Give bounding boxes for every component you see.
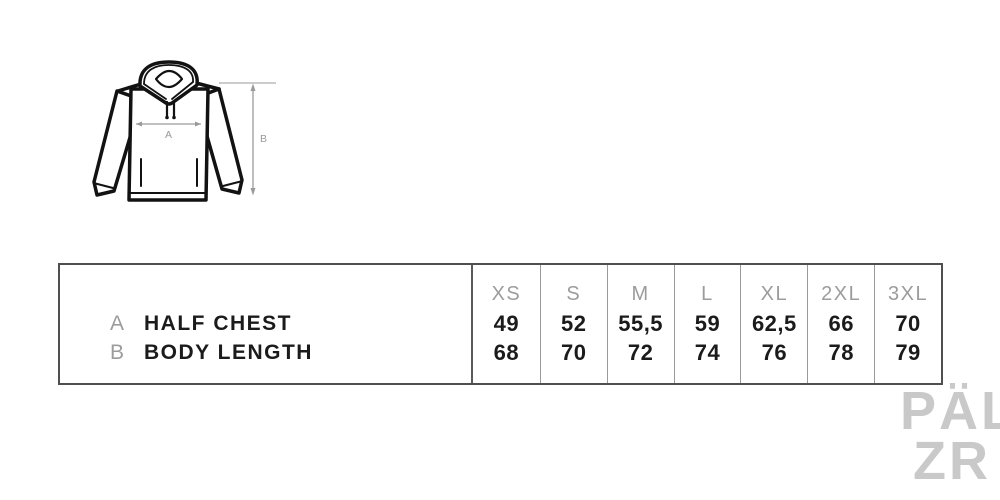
size-column-2xl: 2XL 66 78 xyxy=(807,265,874,383)
brand-watermark-line2: ZR xyxy=(913,431,991,491)
size-header-xl: XL xyxy=(760,283,789,305)
body-length-value-s: 70 xyxy=(561,340,587,365)
brand-watermark-line1: PÄL xyxy=(900,381,1000,441)
size-header-m: M xyxy=(631,283,650,305)
right-cuff-line xyxy=(222,180,242,187)
body-length-value-m: 72 xyxy=(627,340,654,365)
body-length-label: BODY LENGTH xyxy=(144,341,313,364)
half-chest-value-s: 52 xyxy=(561,311,587,336)
size-column-m: M 55,5 72 xyxy=(606,265,674,383)
size-column-3xl: 3XL 70 79 xyxy=(874,265,941,383)
half-chest-value-l: 59 xyxy=(694,311,721,336)
label-column-spacer xyxy=(60,280,471,309)
drawstring-left-aglet xyxy=(165,115,169,120)
measure-key-a: A xyxy=(110,312,125,335)
half-chest-label: HALF CHEST xyxy=(144,312,292,335)
size-column-l: L 59 74 xyxy=(673,265,741,383)
body-length-value-2xl: 78 xyxy=(828,340,854,365)
measure-a-arrowhead-left xyxy=(136,121,142,127)
size-header-xs: XS xyxy=(491,283,522,305)
half-chest-row-label: A HALF CHEST xyxy=(60,309,471,338)
size-column-xs: XS 49 68 xyxy=(473,265,540,383)
half-chest-value-3xl: 70 xyxy=(895,311,921,336)
size-column-s: S 52 70 xyxy=(539,265,607,383)
half-chest-value-2xl: 66 xyxy=(828,311,854,336)
right-shoulder-seam xyxy=(194,81,221,91)
half-chest-value-m: 55,5 xyxy=(618,311,664,336)
size-header-3xl: 3XL xyxy=(888,283,929,305)
size-header-l: L xyxy=(701,283,714,305)
body-length-value-xl: 76 xyxy=(761,340,788,365)
hood-inner-rim xyxy=(143,64,194,85)
half-chest-value-xs: 49 xyxy=(493,311,520,336)
left-cuff-line xyxy=(94,182,114,189)
hood-opening xyxy=(154,69,184,89)
measurement-labels-column: A HALF CHEST B BODY LENGTH xyxy=(60,265,473,383)
body-length-value-3xl: 79 xyxy=(895,340,921,365)
half-chest-value-xl: 62,5 xyxy=(751,311,797,336)
measure-key-b: B xyxy=(110,341,125,364)
body-length-row-label: B BODY LENGTH xyxy=(60,338,471,367)
measure-b-label: B xyxy=(260,133,267,145)
body-length-value-xs: 68 xyxy=(493,340,520,365)
measure-a-label: A xyxy=(165,129,173,141)
measure-b-arrowhead-top xyxy=(250,83,256,91)
size-header-s: S xyxy=(566,283,582,305)
hood-inner-v-right xyxy=(171,81,194,100)
hood-inner-v-left xyxy=(143,83,167,100)
measure-a-arrowhead-right xyxy=(195,121,201,127)
measure-b-arrowhead-bottom xyxy=(250,188,256,196)
size-header-2xl: 2XL xyxy=(821,283,862,305)
drawstring-right-aglet xyxy=(172,115,176,120)
size-chart-table: A HALF CHEST B BODY LENGTH XS 49 68 S 52… xyxy=(58,263,943,385)
size-column-xl: XL 62,5 76 xyxy=(740,265,807,383)
hoodie-measurement-diagram: A B xyxy=(92,60,276,202)
body-length-value-l: 74 xyxy=(694,340,721,365)
left-shoulder-seam xyxy=(116,82,143,93)
brand-watermark: PÄL ZR xyxy=(900,381,1000,491)
